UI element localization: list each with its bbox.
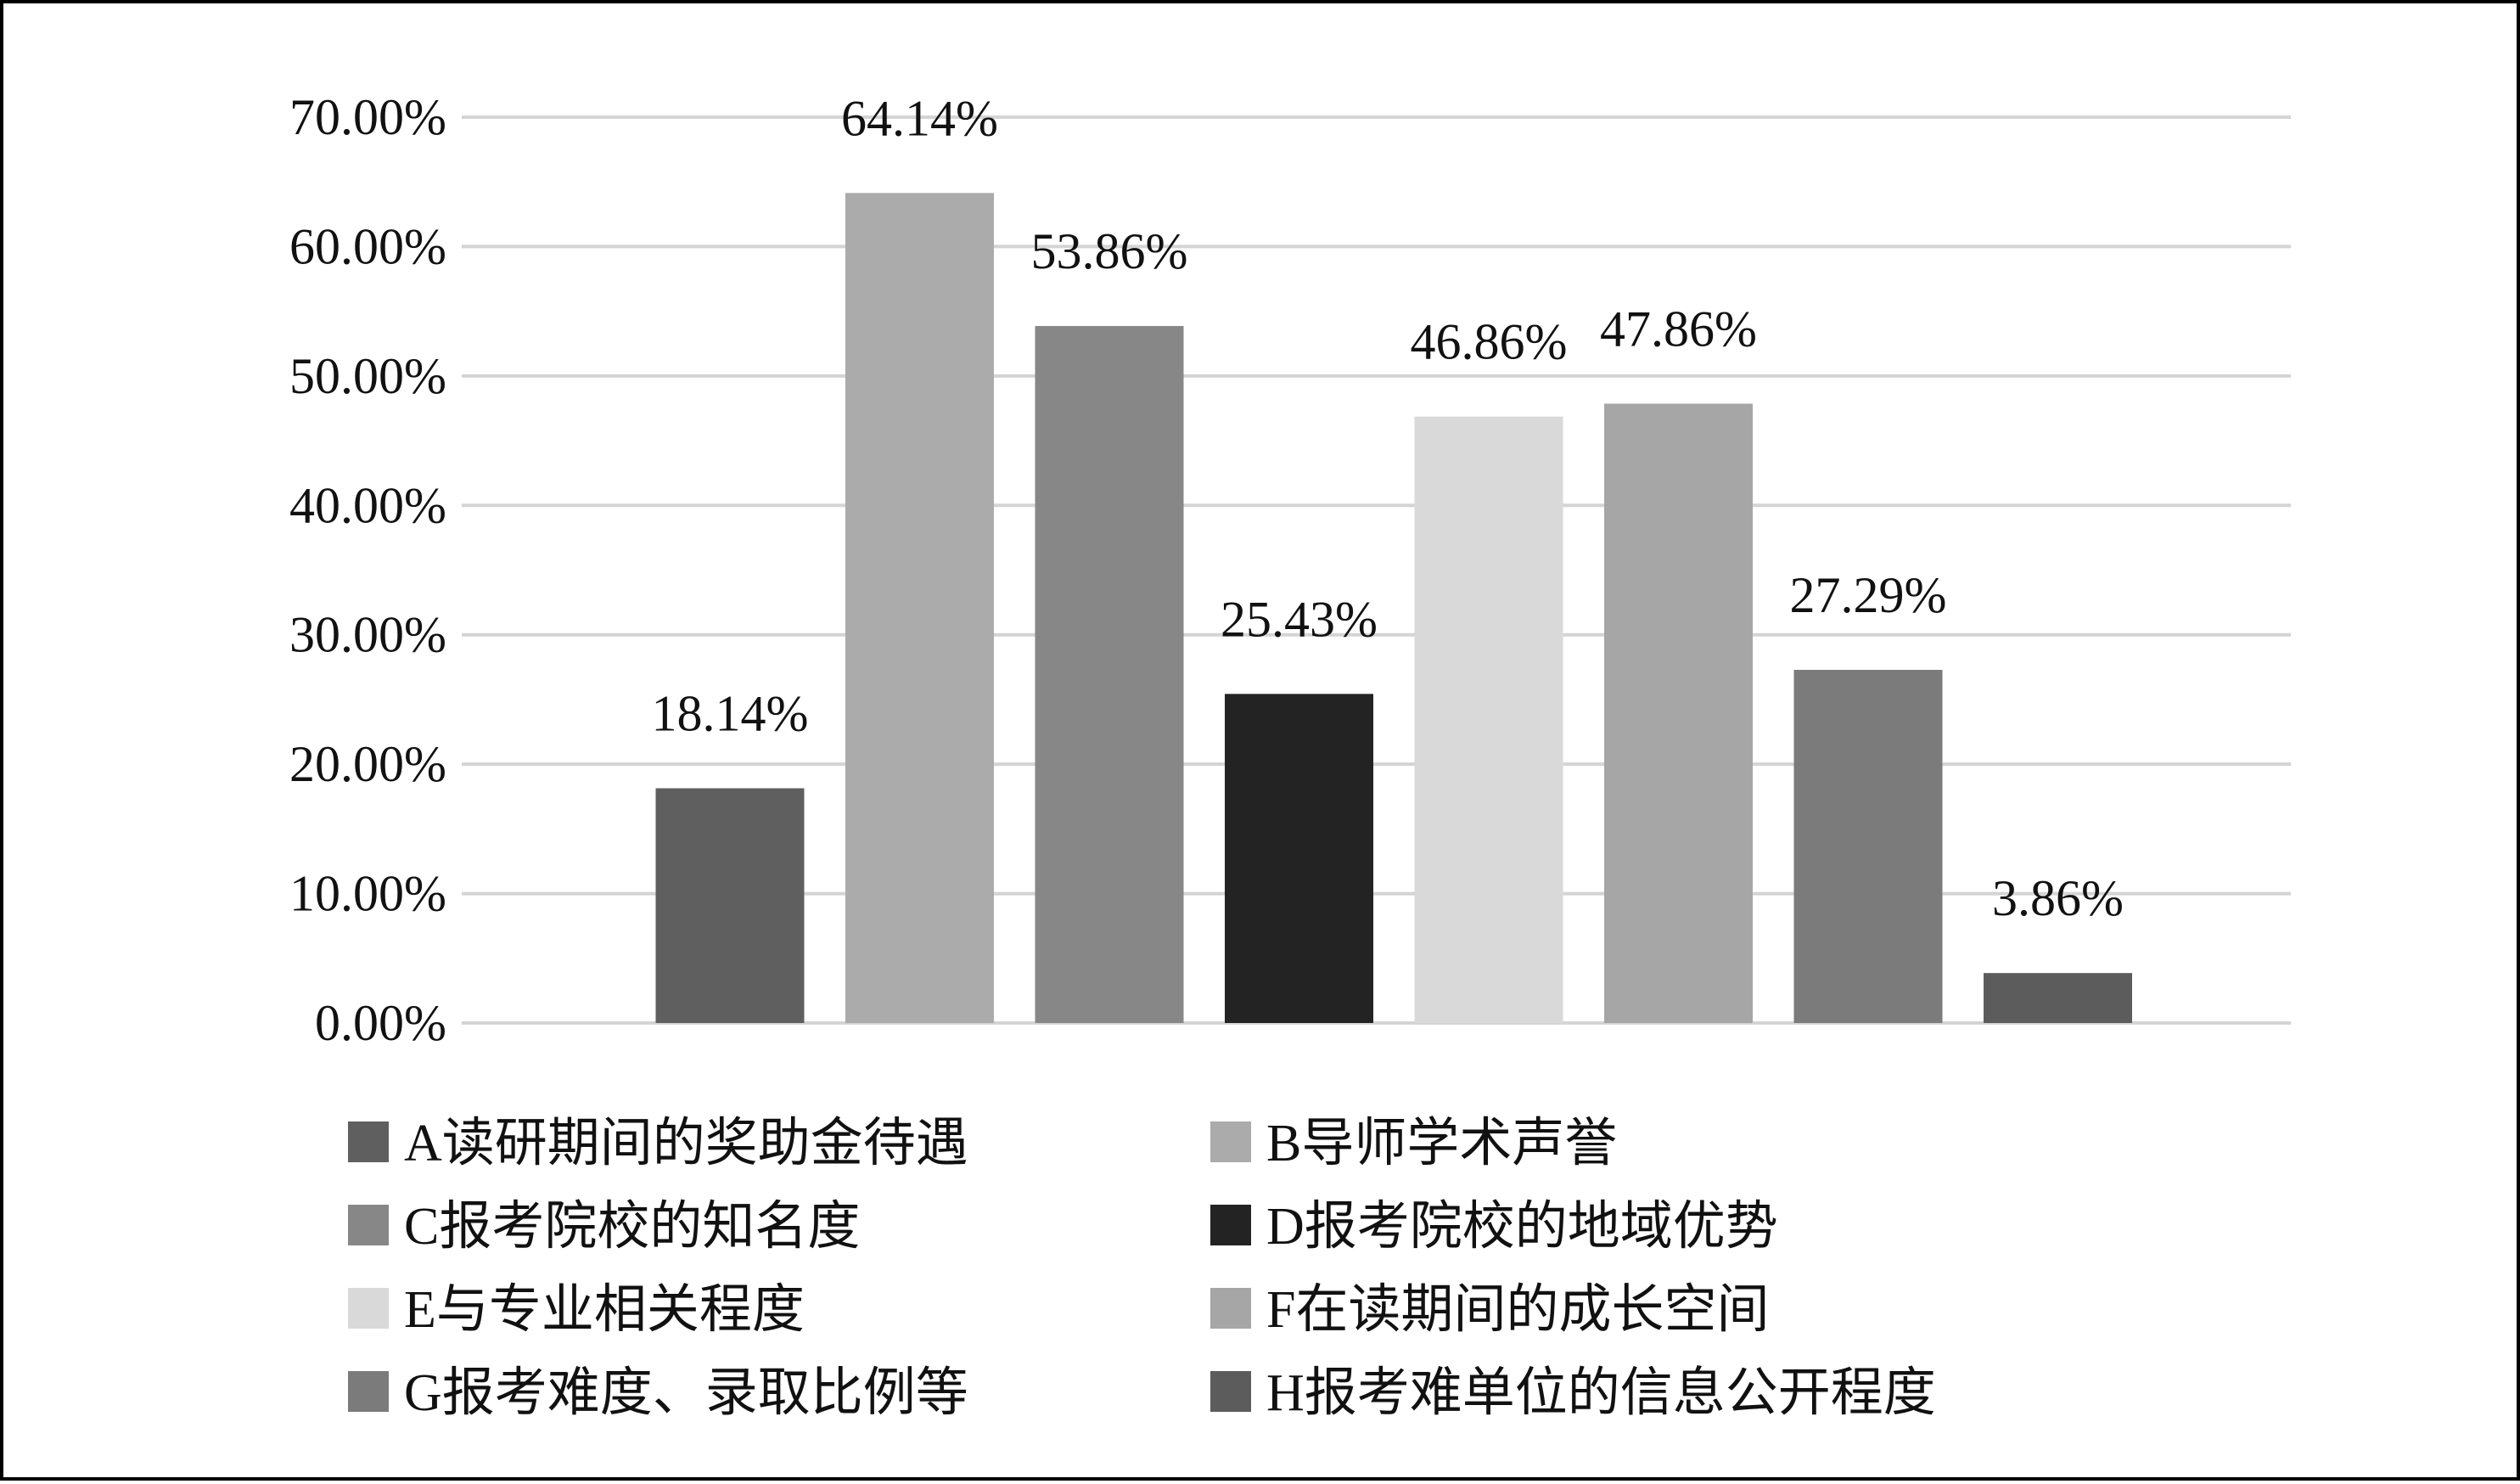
bar-e	[1414, 416, 1563, 1023]
data-label-c: 53.86%	[1031, 223, 1188, 279]
bar-g	[1793, 670, 1943, 1023]
bar-b	[845, 193, 994, 1024]
data-label-b: 64.14%	[841, 90, 998, 146]
legend-swatch-h	[1210, 1371, 1251, 1412]
bar-chart: 0.00% 10.00% 20.00% 30.00% 40.00% 50.00% 60.00…	[289, 89, 2291, 1422]
legend-swatch-f	[1210, 1288, 1251, 1329]
y-tick-label: 60.00%	[289, 218, 446, 274]
y-tick-label: 40.00%	[289, 477, 446, 533]
bars	[655, 193, 2132, 1024]
legend-label-a: A读研期间的奖助金待遇	[404, 1115, 968, 1172]
legend-label-g: G报考难度、录取比例等	[404, 1364, 968, 1422]
legend-swatch-c	[348, 1205, 389, 1245]
data-label-g: 27.29%	[1790, 567, 1947, 623]
legend-label-e: E与专业相关程度	[404, 1281, 805, 1339]
y-tick-label: 20.00%	[289, 736, 446, 792]
y-tick-label: 10.00%	[289, 866, 446, 922]
y-tick-label: 70.00%	[289, 89, 446, 145]
data-label-h: 3.86%	[1992, 870, 2124, 926]
legend-label-h: H报考难单位的信息公开程度	[1266, 1364, 1936, 1422]
y-tick-label: 30.00%	[289, 607, 446, 663]
legend-label-b: B导师学术声誉	[1266, 1115, 1617, 1172]
legend-label-f: F在读期间的成长空间	[1266, 1281, 1769, 1339]
legend-swatch-e	[348, 1288, 389, 1329]
legend: A读研期间的奖助金待遇 B导师学术声誉 C报考院校的知名度 D报考院校的地域优势 E与专…	[348, 1115, 1936, 1422]
bar-f	[1604, 403, 1753, 1023]
legend-swatch-b	[1210, 1121, 1251, 1162]
data-label-a: 18.14%	[652, 685, 809, 741]
bar-a	[655, 788, 805, 1023]
legend-swatch-a	[348, 1121, 389, 1162]
legend-label-d: D报考院校的地域优势	[1266, 1198, 1778, 1256]
y-axis-ticks: 0.00% 10.00% 20.00% 30.00% 40.00% 50.00% 60.00…	[289, 89, 446, 1051]
bar-c	[1035, 326, 1184, 1023]
y-tick-label: 50.00%	[289, 348, 446, 404]
data-label-d: 25.43%	[1221, 591, 1378, 647]
bar-d	[1225, 694, 1373, 1023]
legend-swatch-d	[1210, 1205, 1251, 1245]
legend-label-c: C报考院校的知名度	[404, 1198, 860, 1256]
data-label-e: 46.86%	[1411, 314, 1568, 370]
y-tick-label: 0.00%	[315, 995, 446, 1051]
bar-h	[1984, 973, 2132, 1023]
legend-swatch-g	[348, 1371, 389, 1412]
data-labels: 18.14% 64.14% 53.86% 25.43% 46.86% 47.86% 27.2…	[652, 90, 2124, 926]
data-label-f: 47.86%	[1600, 301, 1757, 357]
